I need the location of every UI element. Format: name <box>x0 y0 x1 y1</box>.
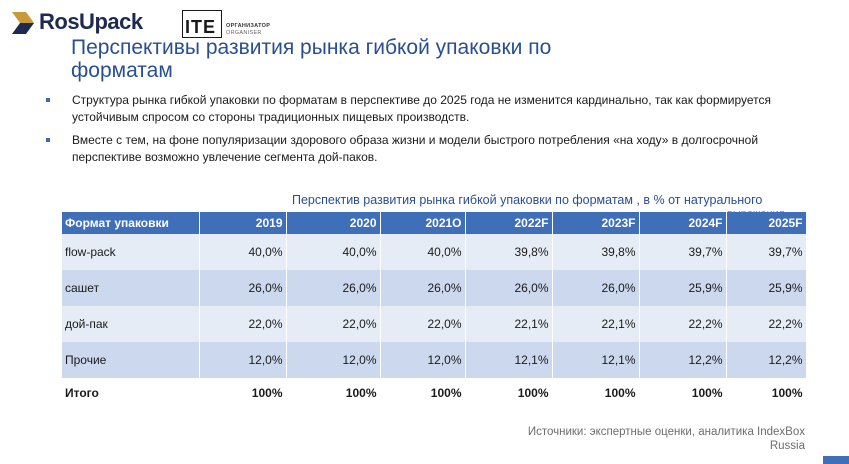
table-cell: 12,0% <box>380 342 466 378</box>
table-cell: 22,2% <box>639 306 727 342</box>
row-label: сашет <box>62 270 200 306</box>
header-cell-format: Формат упаковки <box>62 212 200 234</box>
rosupack-logo-icon <box>12 12 34 34</box>
total-label: Итого <box>62 378 200 408</box>
table-cell: 26,0% <box>552 270 640 306</box>
source-line: Russia <box>769 440 805 452</box>
table-cell: 12,0% <box>199 342 287 378</box>
table-cell: 39,8% <box>552 234 640 270</box>
table-cell: 40,0% <box>380 234 466 270</box>
bullet-marker-icon <box>46 98 50 102</box>
table-cell: 22,0% <box>199 306 287 342</box>
table-cell: 25,9% <box>726 270 807 306</box>
bullet-item: Вместе с тем, на фоне популяризации здор… <box>46 132 816 165</box>
header-cell-2023: 2023F <box>552 212 640 234</box>
ite-organizer-en: ORGANISER <box>226 30 262 36</box>
bullet-list: Структура рынка гибкой упаковки по форма… <box>46 92 816 172</box>
table-cell: 12,2% <box>639 342 727 378</box>
header-cell-2022: 2022F <box>465 212 553 234</box>
table-cell: 22,0% <box>286 306 381 342</box>
total-cell: 100% <box>552 378 640 408</box>
row-label: дой-пак <box>62 306 200 342</box>
source-note: Источники: экспертные оценки, аналитика … <box>528 425 805 453</box>
ite-logo-text: ITE <box>185 17 217 37</box>
table-cell: 22,1% <box>465 306 553 342</box>
table-cell: 26,0% <box>465 270 553 306</box>
table-cell: 12,1% <box>552 342 640 378</box>
bullet-text: Структура рынка гибкой упаковки по форма… <box>72 93 771 124</box>
table-row: сашет 26,0% 26,0% 26,0% 26,0% 26,0% 25,9… <box>62 270 807 306</box>
table-cell: 39,7% <box>726 234 807 270</box>
ite-organizer-ru: ОРГАНИЗАТОР <box>226 23 271 29</box>
format-share-table: Формат упаковки 2019 2020 2021O 2022F 20… <box>62 212 807 408</box>
table-cell: 25,9% <box>639 270 727 306</box>
ite-logo-frame <box>182 10 222 38</box>
page-title: Перспективы развития рынка гибкой упаков… <box>71 36 552 82</box>
table-cell: 22,1% <box>552 306 640 342</box>
table-cell: 22,0% <box>380 306 466 342</box>
total-cell: 100% <box>726 378 807 408</box>
table-cell: 12,1% <box>465 342 553 378</box>
header-cell-2025: 2025F <box>726 212 807 234</box>
table-header-row: Формат упаковки 2019 2020 2021O 2022F 20… <box>62 212 807 234</box>
total-cell: 100% <box>639 378 727 408</box>
row-label: Прочие <box>62 342 200 378</box>
header-cell-2024: 2024F <box>639 212 727 234</box>
header-cell-2020: 2020 <box>286 212 381 234</box>
table-cell: 26,0% <box>286 270 381 306</box>
table-cell: 26,0% <box>199 270 287 306</box>
bullet-text: Вместе с тем, на фоне популяризации здор… <box>72 133 759 164</box>
table-row: дой-пак 22,0% 22,0% 22,0% 22,1% 22,1% 22… <box>62 306 807 342</box>
table-cell: 12,0% <box>286 342 381 378</box>
table-total-row: Итого 100% 100% 100% 100% 100% 100% 100% <box>62 378 807 408</box>
table-cell: 39,8% <box>465 234 553 270</box>
table-cell: 26,0% <box>380 270 466 306</box>
table-cell: 40,0% <box>286 234 381 270</box>
source-line: Источники: экспертные оценки, аналитика … <box>527 426 805 438</box>
table-row: Прочие 12,0% 12,0% 12,0% 12,1% 12,1% 12,… <box>62 342 807 378</box>
table-caption: Перспектив развития рынка гибкой упаковк… <box>292 193 763 207</box>
table-cell: 40,0% <box>199 234 287 270</box>
corner-accent <box>823 456 849 464</box>
table-cell: 39,7% <box>639 234 727 270</box>
row-label: flow-pack <box>62 234 200 270</box>
bullet-marker-icon <box>46 138 50 142</box>
table-row: flow-pack 40,0% 40,0% 40,0% 39,8% 39,8% … <box>62 234 807 270</box>
rosupack-logo-text: RosUpack <box>39 9 143 34</box>
header-cell-2019: 2019 <box>199 212 287 234</box>
total-cell: 100% <box>199 378 287 408</box>
total-cell: 100% <box>380 378 466 408</box>
total-cell: 100% <box>465 378 553 408</box>
header-cell-2021: 2021O <box>380 212 466 234</box>
table-cell: 12,2% <box>726 342 807 378</box>
bullet-item: Структура рынка гибкой упаковки по форма… <box>46 92 816 125</box>
table-cell: 22,2% <box>726 306 807 342</box>
total-cell: 100% <box>286 378 381 408</box>
